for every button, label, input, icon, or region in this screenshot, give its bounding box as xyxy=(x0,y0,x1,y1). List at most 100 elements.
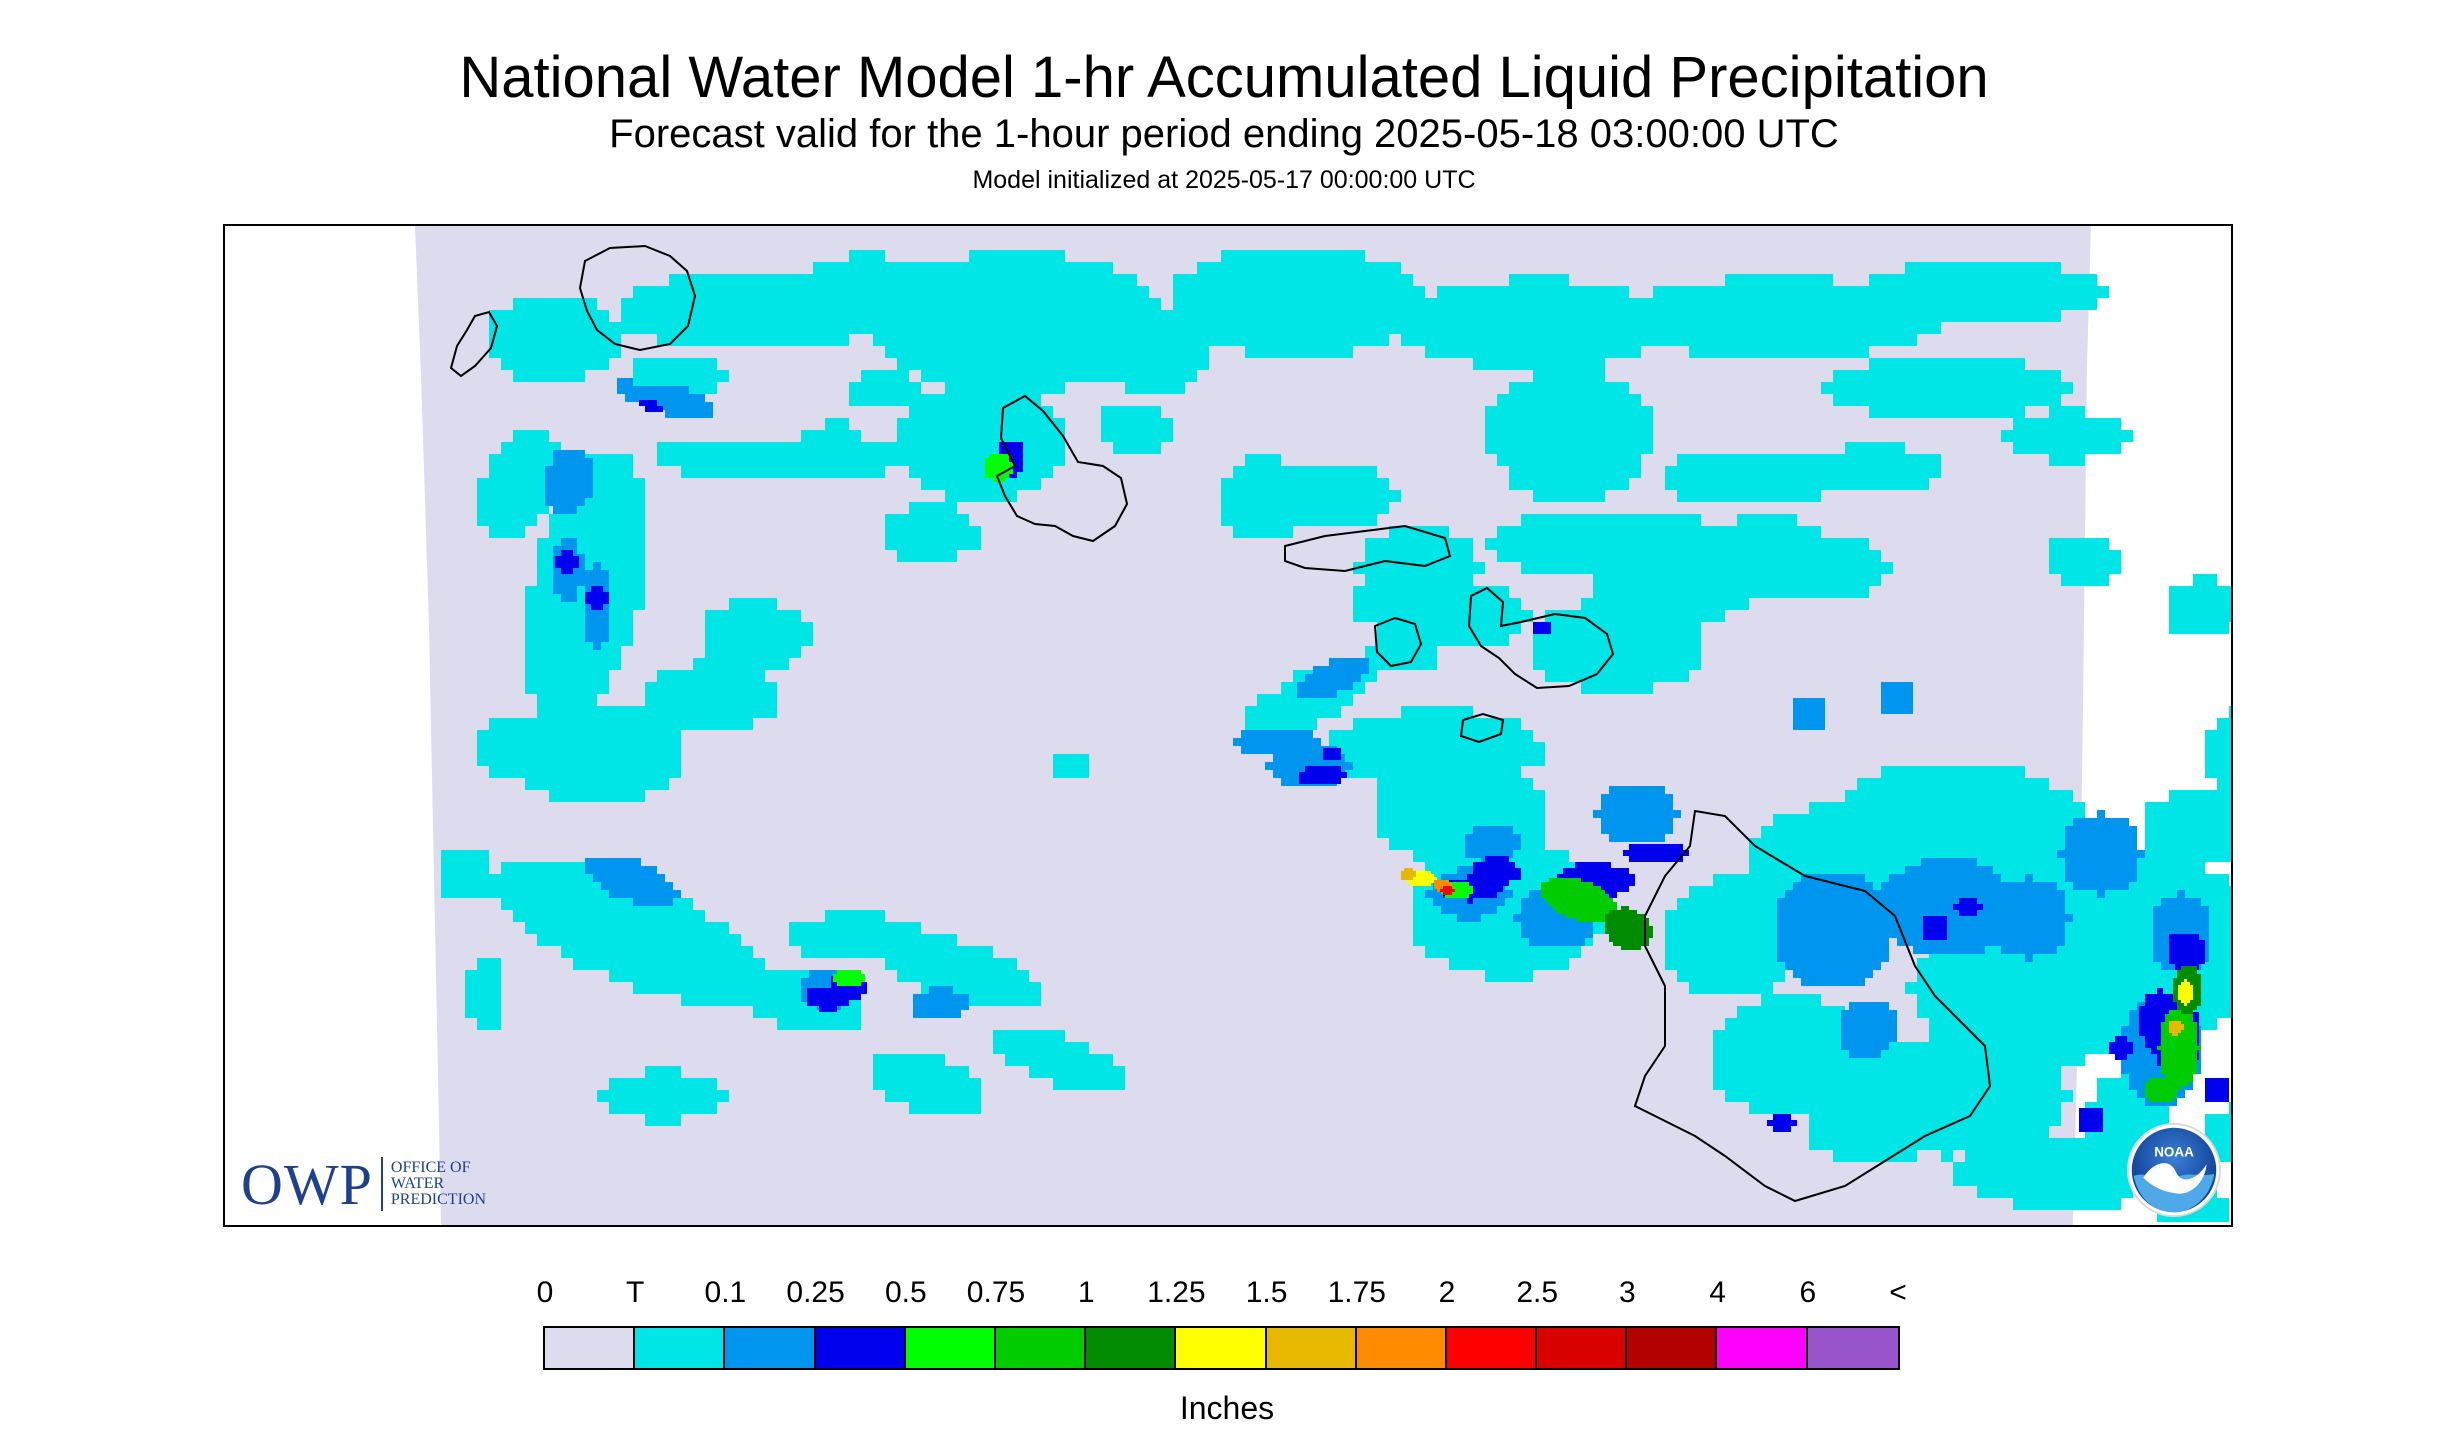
precip-cell-group xyxy=(1401,274,1677,370)
owp-logo-name: OFFICE OF WATER PREDICTION xyxy=(391,1160,486,1208)
legend-tick-label: 2.5 xyxy=(1516,1276,1559,1309)
legend-tick-label: 1.25 xyxy=(1147,1276,1206,1309)
coastline-kahoolawe xyxy=(1459,712,1505,744)
legend-swatch xyxy=(1627,1328,1718,1368)
legend-tick-label: 2 xyxy=(1438,1276,1456,1309)
precip-cell-group xyxy=(489,862,777,1006)
precip-cell-group xyxy=(2079,1108,2103,1132)
legend-tick-label: 1.5 xyxy=(1245,1276,1288,1309)
coastline-lanai xyxy=(1373,616,1423,668)
precip-cell-group xyxy=(555,550,579,574)
precip-cell-group xyxy=(1365,634,1437,670)
legend-swatch xyxy=(1446,1328,1538,1368)
precip-cell-group xyxy=(1053,754,1089,778)
precip-cell-group xyxy=(1833,766,2085,898)
precip-cell-group xyxy=(2057,810,2145,898)
coastline-hawaii xyxy=(1633,809,1992,1203)
precip-cell-group xyxy=(2049,538,2121,586)
precip-cell-group xyxy=(1821,358,2073,418)
precip-cell-group xyxy=(1473,856,1521,886)
legend-tick-label: T xyxy=(626,1276,645,1309)
precip-cell-group xyxy=(657,386,713,418)
precip-cell-group xyxy=(1233,730,1321,754)
precip-cell-group xyxy=(873,1054,981,1114)
legend-swatch xyxy=(1537,1328,1628,1368)
precip-cell-group xyxy=(585,586,609,610)
coastline-oahu xyxy=(995,394,1129,543)
precip-cell-group xyxy=(585,858,681,906)
precip-cell-group xyxy=(441,850,489,898)
legend-tick-label: < xyxy=(1889,1276,1907,1309)
legend-swatch xyxy=(635,1328,726,1368)
precip-cell-group xyxy=(1841,1002,1897,1058)
precip-cell-group xyxy=(1857,262,2109,322)
precip-cell-group xyxy=(885,502,981,562)
owp-logo-line: PREDICTION xyxy=(390,1191,486,1208)
precip-cell-group xyxy=(985,454,1013,482)
precip-cell-group xyxy=(1221,454,1317,538)
coastlines xyxy=(449,244,1992,1203)
precip-cell-group xyxy=(1323,748,1341,760)
legend-tick-label: 0.25 xyxy=(786,1276,845,1309)
precip-cell-group xyxy=(1440,886,1455,895)
coastline-niihau xyxy=(449,310,499,378)
precip-cell-group xyxy=(645,658,777,730)
precip-cell-group xyxy=(1101,406,1173,454)
precip-cell-group xyxy=(1665,454,1833,502)
precip-cell-group xyxy=(1299,766,1347,784)
precip-cell-group xyxy=(849,370,921,406)
precip-cell-group xyxy=(2169,574,2231,634)
precip-field xyxy=(441,250,2231,1222)
owp-logo: OWP OFFICE OF WATER PREDICTION xyxy=(241,1152,486,1217)
precip-cell-group xyxy=(2178,979,2193,1006)
precip-cell-group xyxy=(545,450,593,514)
legend-tick-label: 1 xyxy=(1077,1276,1095,1309)
precip-cell-group xyxy=(2109,1036,2133,1060)
legend-tick-label: 6 xyxy=(1799,1276,1817,1309)
precip-map xyxy=(415,226,2231,1225)
precip-cell-group xyxy=(1401,868,1416,880)
legend-colorbar xyxy=(543,1326,1900,1370)
precip-cell-group xyxy=(897,382,1065,502)
precip-cell-group xyxy=(1353,586,1449,634)
legend-units: Inches xyxy=(1179,1390,1275,1426)
chart-subtitle: Forecast valid for the 1-hour period end… xyxy=(609,112,1839,156)
precip-cell-group xyxy=(597,1066,729,1126)
precip-cell-group xyxy=(1541,878,1617,922)
chart-title: National Water Model 1-hr Accumulated Li… xyxy=(459,45,1989,110)
precip-cell-group xyxy=(1777,874,1889,986)
legend-swatch xyxy=(995,1328,1087,1368)
precip-cell-group xyxy=(1985,874,2073,962)
precip-cell-group xyxy=(2169,934,2205,970)
legend-tick-label: 3 xyxy=(1619,1276,1636,1309)
precip-cell-group xyxy=(2145,1078,2177,1102)
precip-cell-group xyxy=(1297,658,1369,698)
precip-cell-group xyxy=(489,298,621,382)
coastline-maui xyxy=(1467,586,1615,690)
precip-cell-group xyxy=(2169,1021,2184,1036)
precip-cell-group xyxy=(1623,844,1689,862)
legend-tick-label: 1.75 xyxy=(1327,1276,1386,1309)
precip-cell-group xyxy=(1173,250,1425,358)
precip-cell-group xyxy=(477,430,561,538)
legend-swatch xyxy=(1086,1328,1177,1368)
precip-cell-group xyxy=(1533,622,1551,634)
coastline-kauai xyxy=(578,244,697,352)
legend-tick-label: 4 xyxy=(1709,1276,1726,1309)
map-frame: OWP OFFICE OF WATER PREDICTION NOAA xyxy=(223,224,2233,1227)
precip-cell-group xyxy=(873,934,1041,1006)
legend-swatch xyxy=(815,1328,906,1368)
precip-cell-group xyxy=(1593,786,1681,842)
precip-cell-group xyxy=(1509,442,1641,502)
precip-cell-group xyxy=(993,1030,1125,1090)
legend-tick-label: 0.5 xyxy=(884,1276,927,1309)
legend-tick-label: 0 xyxy=(536,1276,554,1309)
precip-cell-group xyxy=(639,400,663,412)
coastline-molokai xyxy=(1284,524,1452,573)
legend-tick-label: 0.75 xyxy=(966,1276,1026,1309)
noaa-logo: NOAA xyxy=(2126,1122,2222,1218)
owp-logo-letters: OWP xyxy=(241,1151,373,1217)
precip-cell-group xyxy=(1881,858,2017,954)
precip-cell-group xyxy=(1953,898,1983,916)
legend-swatch xyxy=(1807,1328,1898,1368)
